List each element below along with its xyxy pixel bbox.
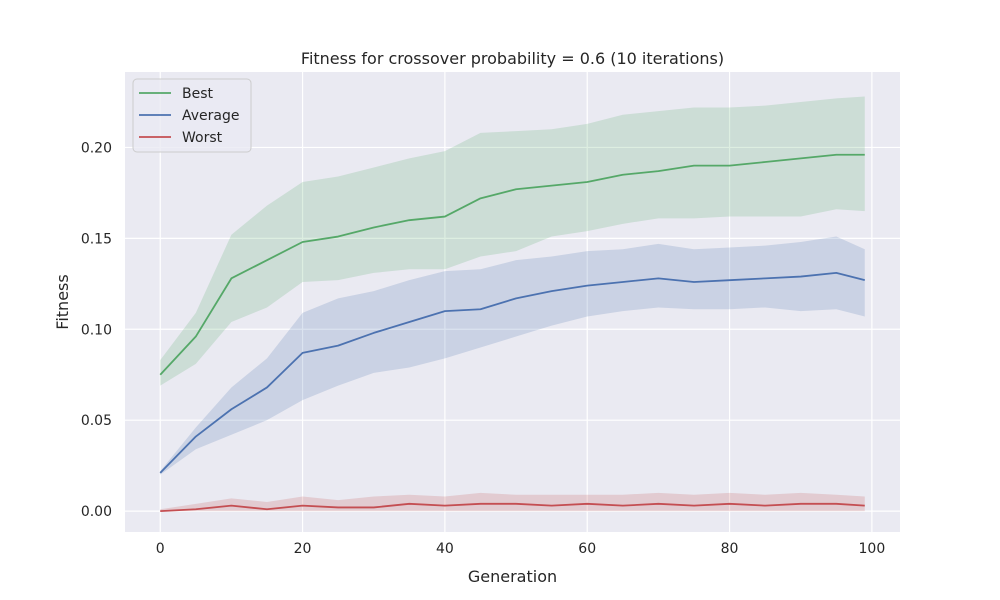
legend-label-worst: Worst xyxy=(182,130,223,146)
x-tick-label: 100 xyxy=(859,541,886,557)
grid-lines xyxy=(125,72,900,532)
chart-title: Fitness for crossover probability = 0.6 … xyxy=(301,49,724,68)
y-tick-label: 0.05 xyxy=(81,413,112,429)
y-tick-label: 0.20 xyxy=(81,140,112,156)
x-axis-label: Generation xyxy=(468,567,557,586)
series-lines xyxy=(159,153,865,512)
x-tick-label: 20 xyxy=(294,541,312,557)
x-tick-label: 40 xyxy=(436,541,454,557)
y-tick-label: 0.15 xyxy=(81,231,112,247)
best-confidence-band xyxy=(160,96,865,386)
x-tick-label: 80 xyxy=(721,541,739,557)
legend-box xyxy=(132,78,252,153)
average-series-line xyxy=(159,272,865,474)
x-tick-label: 0 xyxy=(156,541,165,557)
x-tick-label: 60 xyxy=(578,541,596,557)
tick-labels: 0 20 40 60 80 100 0.00 0.05 0.10 0.15 0.20 xyxy=(81,140,885,557)
y-axis-label: Fitness xyxy=(53,274,72,329)
average-confidence-band xyxy=(160,236,865,475)
y-tick-label: 0.00 xyxy=(81,504,112,520)
legend: Best Average Worst xyxy=(132,78,252,153)
plot-area-background xyxy=(125,72,900,532)
best-series-line xyxy=(159,153,865,376)
y-tick-label: 0.10 xyxy=(81,322,112,338)
legend-label-best: Best xyxy=(182,86,214,102)
legend-label-average: Average xyxy=(182,108,240,124)
worst-series-line xyxy=(160,502,865,512)
